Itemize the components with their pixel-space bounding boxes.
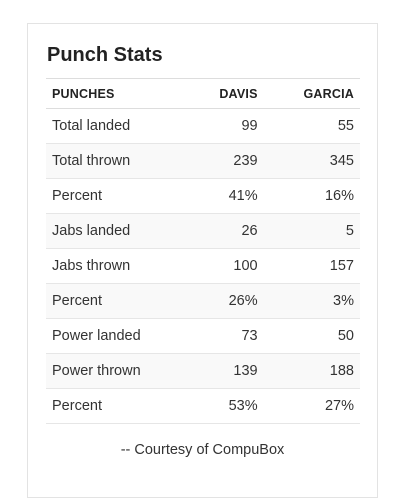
davis-value: 99	[173, 108, 264, 144]
garcia-value: 16%	[263, 178, 360, 214]
davis-value: 73	[173, 318, 264, 354]
table-row: Jabs thrown 100 157	[46, 248, 360, 284]
table-header-row: PUNCHES DAVIS GARCIA	[46, 78, 360, 109]
davis-value: 41%	[173, 178, 264, 214]
garcia-value: 50	[263, 318, 360, 354]
table-row: Power thrown 139 188	[46, 353, 360, 389]
row-label: Total thrown	[46, 143, 174, 179]
row-label: Percent	[46, 178, 174, 214]
garcia-value: 3%	[263, 283, 360, 319]
table-row: Percent 41% 16%	[46, 178, 360, 214]
davis-value: 100	[173, 248, 264, 284]
table-row: Total thrown 239 345	[46, 143, 360, 179]
garcia-value: 188	[263, 353, 360, 389]
source-credit: -- Courtesy of CompuBox	[120, 442, 285, 458]
davis-value: 26	[173, 213, 264, 249]
row-label: Percent	[46, 388, 174, 424]
garcia-value: 345	[263, 143, 360, 179]
davis-value: 239	[173, 143, 264, 179]
row-label: Total landed	[46, 108, 174, 144]
table-row: Jabs landed 26 5	[46, 213, 360, 249]
davis-value: 139	[173, 353, 264, 389]
card-title: Punch Stats	[47, 44, 163, 66]
garcia-value: 157	[263, 248, 360, 284]
table-row: Total landed 99 55	[46, 108, 360, 144]
header-garcia: GARCIA	[263, 78, 360, 109]
header-punches: PUNCHES	[46, 78, 174, 109]
row-label: Power thrown	[46, 353, 174, 389]
punch-stats-table: PUNCHES DAVIS GARCIA Total landed 99 55 …	[46, 78, 360, 424]
row-label: Power landed	[46, 318, 174, 354]
garcia-value: 5	[263, 213, 360, 249]
row-label: Percent	[46, 283, 174, 319]
garcia-value: 27%	[263, 388, 360, 424]
row-label: Jabs thrown	[46, 248, 174, 284]
row-label: Jabs landed	[46, 213, 174, 249]
punch-stats-card: Punch Stats PUNCHES DAVIS GARCIA Total l…	[27, 23, 378, 498]
table-row: Power landed 73 50	[46, 318, 360, 354]
table-row: Percent 26% 3%	[46, 283, 360, 319]
garcia-value: 55	[263, 108, 360, 144]
table-row: Percent 53% 27%	[46, 388, 360, 424]
davis-value: 53%	[173, 388, 264, 424]
header-davis: DAVIS	[173, 78, 264, 109]
davis-value: 26%	[173, 283, 264, 319]
